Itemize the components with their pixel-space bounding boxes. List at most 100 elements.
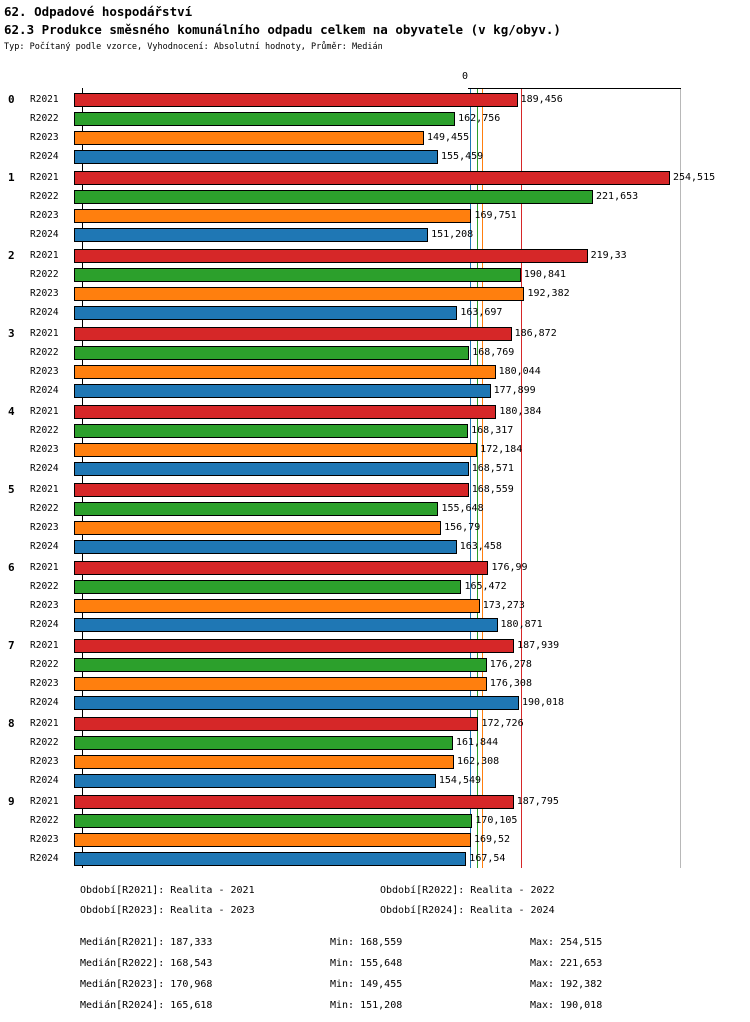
bar-value-label: 254,515: [672, 172, 716, 183]
chart-title: 62.3 Produkce směsného komunálního odpad…: [4, 22, 561, 37]
bar-R2024: [74, 539, 457, 554]
bar-row: R2024 168,571: [0, 459, 750, 478]
bar-R2023: [74, 754, 455, 769]
bar-year-label: R2022: [30, 503, 59, 514]
bar-R2021: [74, 248, 588, 263]
bar-value-label: 173,273: [482, 600, 525, 611]
bar-row: R2022 155,648: [0, 499, 750, 518]
bar-value-label: 168,571: [471, 463, 514, 474]
bar-value-label: 154,549: [438, 775, 482, 786]
bar-year-label: R2021: [30, 328, 59, 339]
bar-value-label: 176,99: [491, 562, 528, 573]
bar-R2022: [74, 579, 462, 594]
bar-R2023: [74, 130, 424, 145]
bar-year-label: R2021: [30, 484, 59, 495]
bar-R2022: [74, 111, 456, 126]
bar-R2022: [74, 423, 469, 438]
bar-R2022: [74, 267, 521, 282]
section-title: 62. Odpadové hospodářství: [4, 4, 193, 19]
bar-value-label: 156,79: [444, 522, 481, 533]
stat-max: Max: 192,382: [530, 979, 603, 990]
bar-value-label: 176,308: [489, 678, 532, 689]
chart-plot: 0 R2021 189,456 R2022 162,756 R2023 149,455 R20…: [0, 88, 750, 868]
bar-value-label: 165,472: [464, 581, 507, 592]
bar-year-label: R2022: [30, 347, 59, 358]
bar-value-label: 163,458: [459, 541, 502, 552]
bar-R2021: [74, 560, 489, 575]
bar-year-label: R2022: [30, 659, 59, 670]
bar-group-5: 5 R2021 168,559 R2022 155,648 R2023 156,79 R202…: [0, 480, 750, 556]
bar-R2023: [74, 676, 487, 691]
bar-value-label: 161,844: [455, 737, 499, 748]
bar-value-label: 163,697: [460, 307, 503, 318]
bar-value-label: 190,841: [523, 269, 567, 280]
bar-year-label: R2022: [30, 737, 59, 748]
bar-year-label: R2023: [30, 444, 59, 455]
bar-R2023: [74, 520, 442, 535]
bar-group-0: 0 R2021 189,456 R2022 162,756 R2023 149,455 R20…: [0, 90, 750, 166]
bar-year-label: R2022: [30, 269, 59, 280]
bar-R2021: [74, 482, 469, 497]
bar-R2022: [74, 657, 487, 672]
bar-year-label: R2023: [30, 132, 59, 143]
stat-min: Min: 155,648: [330, 958, 403, 969]
bar-R2024: [74, 461, 469, 476]
bar-year-label: R2021: [30, 796, 59, 807]
bar-row: R2022 162,756: [0, 109, 750, 128]
bar-row: R2023 192,382: [0, 284, 750, 303]
bar-value-label: 169,52: [473, 834, 511, 845]
bar-row: R2022 165,472: [0, 577, 750, 596]
median-line-R2022: [476, 88, 478, 868]
bar-R2021: [74, 170, 670, 185]
bar-year-label: R2023: [30, 834, 59, 845]
group-label: 4: [8, 405, 15, 418]
bar-row: R2022 221,653: [0, 187, 750, 206]
bar-group-8: 8 R2021 172,726 R2022 161,844 R2023 162,308 R20…: [0, 714, 750, 790]
bar-row: 1 R2021 254,515: [0, 168, 750, 187]
bar-group-1: 1 R2021 254,515 R2022 221,653 R2023 169,751 R20…: [0, 168, 750, 244]
bar-R2021: [74, 716, 479, 731]
bar-group-6: 6 R2021 176,99 R2022 165,472 R2023 173,273 R202…: [0, 558, 750, 634]
bar-R2022: [74, 813, 473, 828]
bar-R2021: [74, 638, 515, 653]
bar-year-label: R2021: [30, 562, 59, 573]
bar-row: 2 R2021 219,33: [0, 246, 750, 265]
bar-year-label: R2024: [30, 385, 59, 396]
bar-R2023: [74, 208, 472, 223]
group-label: 9: [8, 795, 15, 808]
bar-value-label: 168,769: [472, 347, 515, 358]
bar-R2022: [74, 345, 470, 360]
bar-value-label: 170,105: [475, 815, 518, 826]
bar-value-label: 151,208: [431, 229, 474, 240]
legend-item: Období[R2023]: Realita - 2023: [80, 905, 255, 916]
bar-row: 5 R2021 168,559: [0, 480, 750, 499]
median-line-R2021: [520, 88, 522, 868]
bar-value-label: 192,382: [527, 288, 570, 299]
bar-year-label: R2024: [30, 463, 59, 474]
chart-stats: Medián[R2021]: 187,333 Min: 168,559 Max:…: [80, 936, 710, 1012]
stat-min: Min: 168,559: [330, 937, 403, 948]
bar-R2022: [74, 735, 453, 750]
bar-year-label: R2024: [30, 619, 59, 630]
bar-value-label: 180,871: [500, 619, 543, 630]
bar-value-label: 219,33: [590, 250, 627, 261]
stat-median: Medián[R2022]: 168,543: [80, 958, 213, 969]
bar-R2021: [74, 794, 514, 809]
bar-R2023: [74, 598, 480, 613]
bar-year-label: R2021: [30, 250, 59, 261]
bar-year-label: R2021: [30, 640, 59, 651]
bar-year-label: R2022: [30, 581, 59, 592]
bar-row: R2023 162,308: [0, 752, 750, 771]
bar-row: R2023 149,455: [0, 128, 750, 147]
bar-year-label: R2024: [30, 307, 59, 318]
bar-row: R2022 176,278: [0, 655, 750, 674]
bar-row: R2023 172,184: [0, 440, 750, 459]
bar-R2024: [74, 695, 519, 710]
bar-year-label: R2023: [30, 600, 59, 611]
group-label: 0: [8, 93, 15, 106]
bar-R2024: [74, 383, 491, 398]
bar-R2024: [74, 773, 436, 788]
bar-row: 8 R2021 172,726: [0, 714, 750, 733]
bar-row: R2023 180,044: [0, 362, 750, 381]
